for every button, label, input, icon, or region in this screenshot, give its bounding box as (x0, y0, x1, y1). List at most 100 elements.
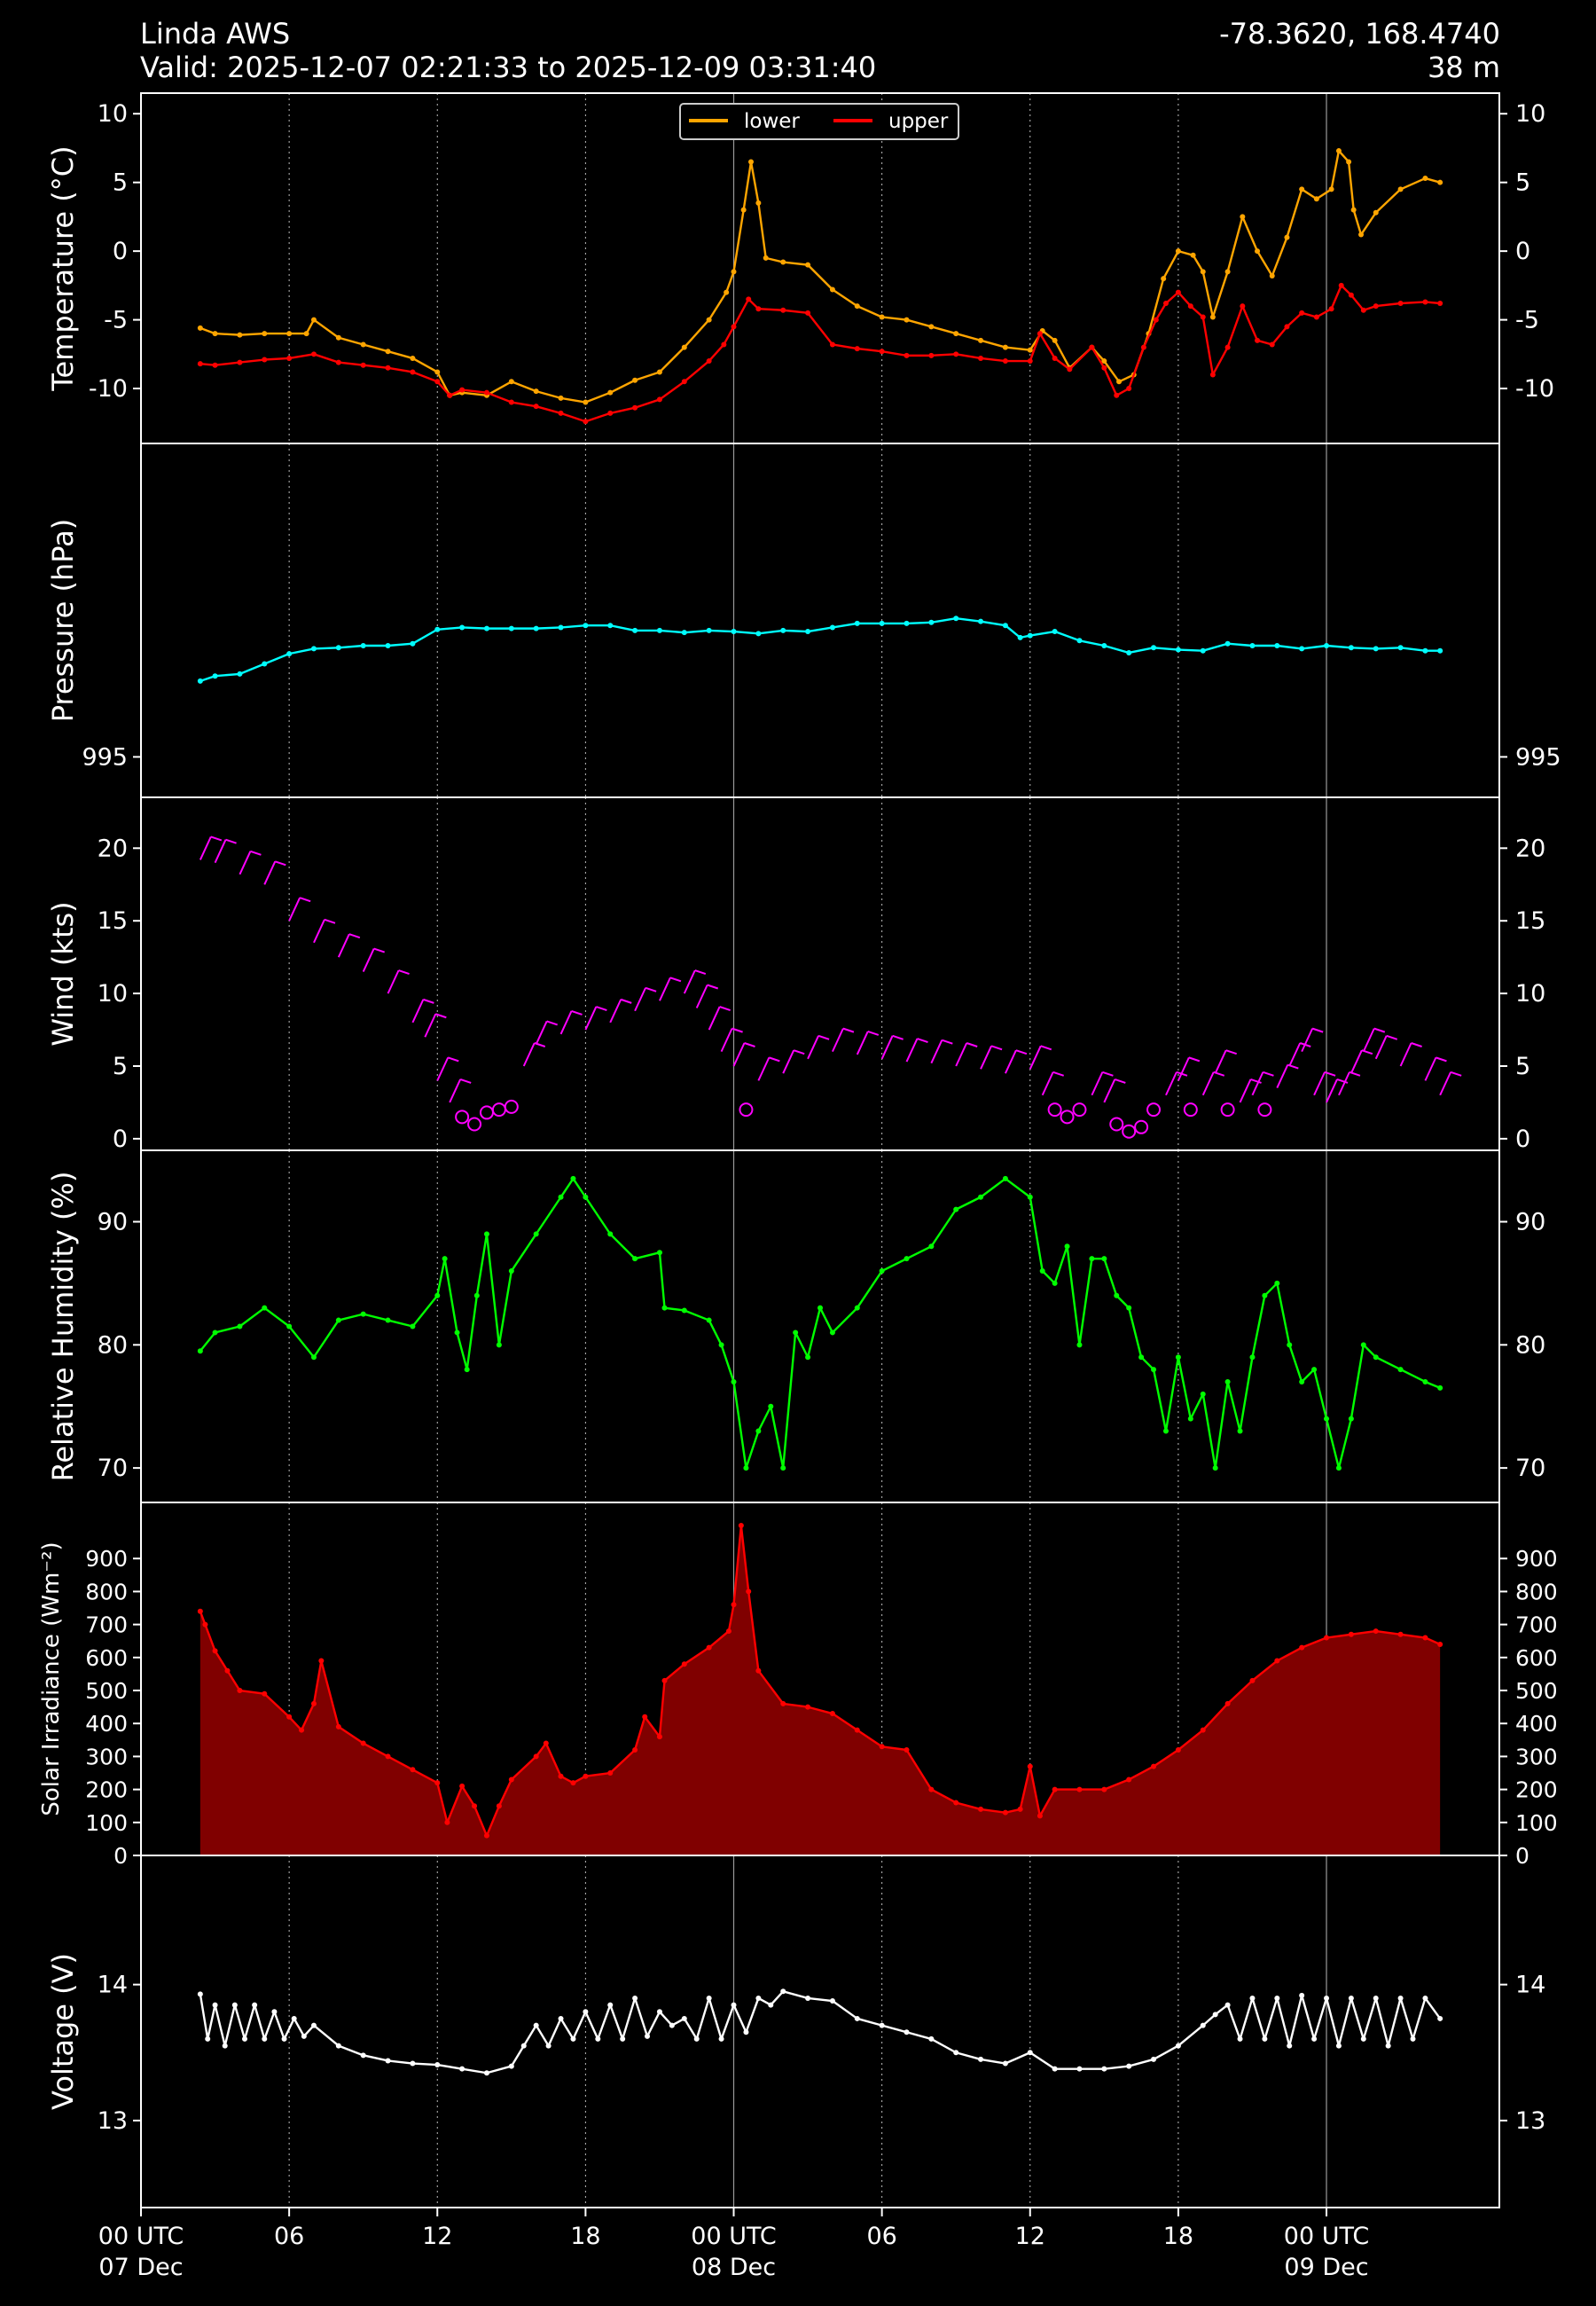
solar-point (829, 1711, 835, 1717)
voltage-point (632, 1995, 638, 2001)
pressure-point (607, 623, 614, 629)
wind-barb-flag (669, 977, 682, 983)
rh-point (818, 1305, 823, 1311)
lower-point (1002, 344, 1008, 350)
rh-point (805, 1354, 811, 1361)
pressure-point (1373, 646, 1379, 652)
upper-point (1089, 344, 1095, 350)
lower-point (681, 344, 687, 350)
ytick-label: 5 (1515, 1053, 1530, 1080)
solar-point (1224, 1700, 1231, 1706)
ytick-label: 500 (1515, 1678, 1558, 1704)
xtick-label: 00 UTC (98, 2223, 184, 2250)
rh-point (1064, 1243, 1070, 1250)
rh-point (434, 1292, 441, 1298)
voltage-point (645, 2033, 651, 2039)
solar-area (200, 1526, 1441, 1855)
ytick-label: 70 (98, 1455, 128, 1482)
voltage-point (1175, 2043, 1181, 2049)
wind-barb (584, 1006, 598, 1031)
solar-point (434, 1780, 441, 1786)
ytick-label: 400 (85, 1711, 128, 1737)
rh-point (533, 1231, 539, 1237)
wind-barb-flag (1115, 1078, 1126, 1084)
voltage-point (1237, 2035, 1243, 2042)
wind-barb (1424, 1056, 1437, 1081)
wind-barb-flag (842, 1027, 855, 1033)
voltage-point (1274, 1995, 1280, 2001)
xtick-label: 06 (866, 2223, 896, 2250)
wind-barb-flag (571, 1010, 583, 1016)
ytick-label: 10 (1515, 100, 1545, 128)
rh-point (1311, 1367, 1318, 1373)
voltage-point (928, 2035, 935, 2042)
voltage-point (583, 2009, 589, 2015)
wind-barb (1374, 1035, 1388, 1060)
legend-box (679, 103, 959, 140)
ytick-label: 995 (82, 743, 128, 771)
temperature-legend: lower upper (679, 103, 959, 140)
wind-barb (1288, 1042, 1302, 1067)
wind-barb-flag (210, 835, 223, 842)
voltage-point (1335, 2043, 1342, 2049)
wind-barb (609, 999, 622, 1024)
rh-point (335, 1317, 341, 1323)
upper-point (262, 357, 268, 363)
upper-point (731, 324, 737, 330)
wind-calm-marker (1183, 1102, 1198, 1118)
pressure-point (706, 627, 712, 633)
voltage-point (1299, 1992, 1305, 1998)
ytick-label: 90 (98, 1209, 128, 1236)
wind-barb-flag (596, 1006, 607, 1012)
upper-point (1101, 365, 1107, 371)
pressure-point (1027, 632, 1033, 639)
pressure-point (1324, 643, 1330, 648)
lower-point (854, 303, 860, 310)
rh-point (1114, 1292, 1120, 1298)
wind-barb-flag (546, 1020, 558, 1026)
wind-barb (436, 1056, 450, 1081)
pressure-point (583, 623, 589, 629)
lower-point (1209, 314, 1216, 320)
solar-line (199, 1524, 1441, 1837)
voltage-point (310, 2022, 317, 2028)
ytick-label: 900 (85, 1546, 128, 1572)
ytick-label: 200 (1515, 1777, 1558, 1803)
ytick-label: -5 (104, 307, 128, 334)
xtick-label: 18 (570, 2223, 600, 2250)
lower-point (360, 341, 366, 348)
upper-line (200, 284, 1441, 423)
solar-point (543, 1740, 549, 1746)
upper-point (237, 359, 243, 365)
wind-barb-flag (942, 1039, 953, 1045)
wind-barb-flag (1102, 1071, 1114, 1077)
upper-point (978, 355, 984, 361)
upper-point (533, 404, 539, 410)
lower-point (953, 331, 959, 337)
upper-point (1067, 366, 1073, 373)
wind-barb-flag (620, 998, 632, 1004)
rh-point (1348, 1416, 1354, 1422)
upper-point (385, 365, 391, 371)
rh-point (1262, 1292, 1268, 1298)
rh-point (473, 1292, 480, 1298)
solar-point (681, 1661, 687, 1667)
upper-point (1126, 386, 1132, 392)
rh-point (1052, 1280, 1058, 1286)
solar-point (725, 1628, 732, 1635)
upper-point (1027, 358, 1033, 365)
voltage-point (1212, 2012, 1218, 2018)
solar-point (731, 1602, 737, 1608)
wind-barb-flag (274, 860, 286, 867)
lower-point (1437, 179, 1443, 185)
temperature-panel: -10 -10 -5 -5 0 0 5 5 10 10 Temperature (°C) (46, 92, 1554, 444)
rh-point (1299, 1378, 1305, 1384)
voltage-point (1348, 1995, 1354, 2001)
rh-point (442, 1256, 448, 1262)
pressure-axis-label: Pressure (hPa) (46, 519, 80, 723)
wind-barb-flag (1373, 1027, 1386, 1033)
solar-point (805, 1704, 811, 1710)
solar-point (642, 1714, 648, 1720)
wind-barb (1350, 1049, 1363, 1074)
solar-point (444, 1819, 450, 1825)
